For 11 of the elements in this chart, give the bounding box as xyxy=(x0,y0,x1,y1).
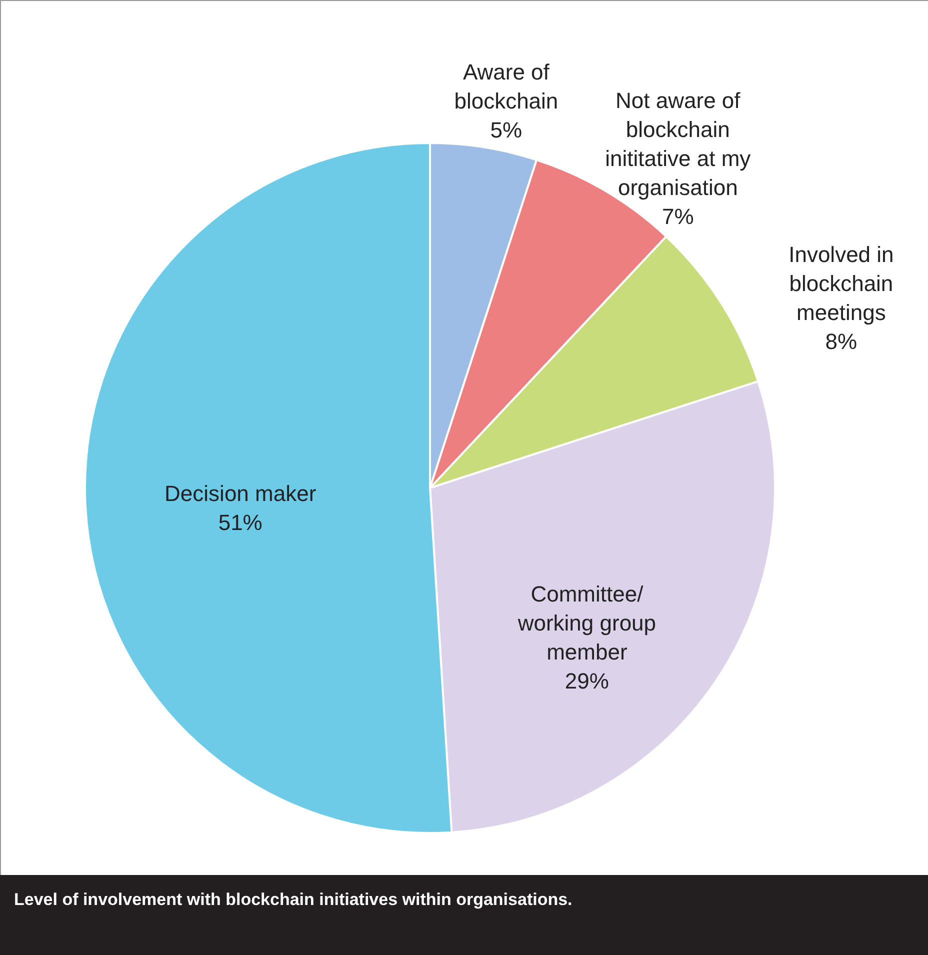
slice-label: Aware of blockchain xyxy=(454,60,558,114)
slice-label: Decision maker xyxy=(164,480,316,506)
slice-label: Involved in blockchain meetings xyxy=(788,242,894,325)
slice-label: Not aware of blockchain inititative at my organisation xyxy=(605,88,751,200)
data-label: 5% xyxy=(490,118,522,143)
data-label: 29% xyxy=(564,668,609,694)
data-label: 8% xyxy=(825,328,858,354)
data-label: 51% xyxy=(218,510,262,535)
text: Level of involvement with blockchain initiatives within organisations. xyxy=(14,890,572,909)
slice-label: Committee/ working group member xyxy=(516,582,656,665)
data-label: 7% xyxy=(662,204,694,230)
